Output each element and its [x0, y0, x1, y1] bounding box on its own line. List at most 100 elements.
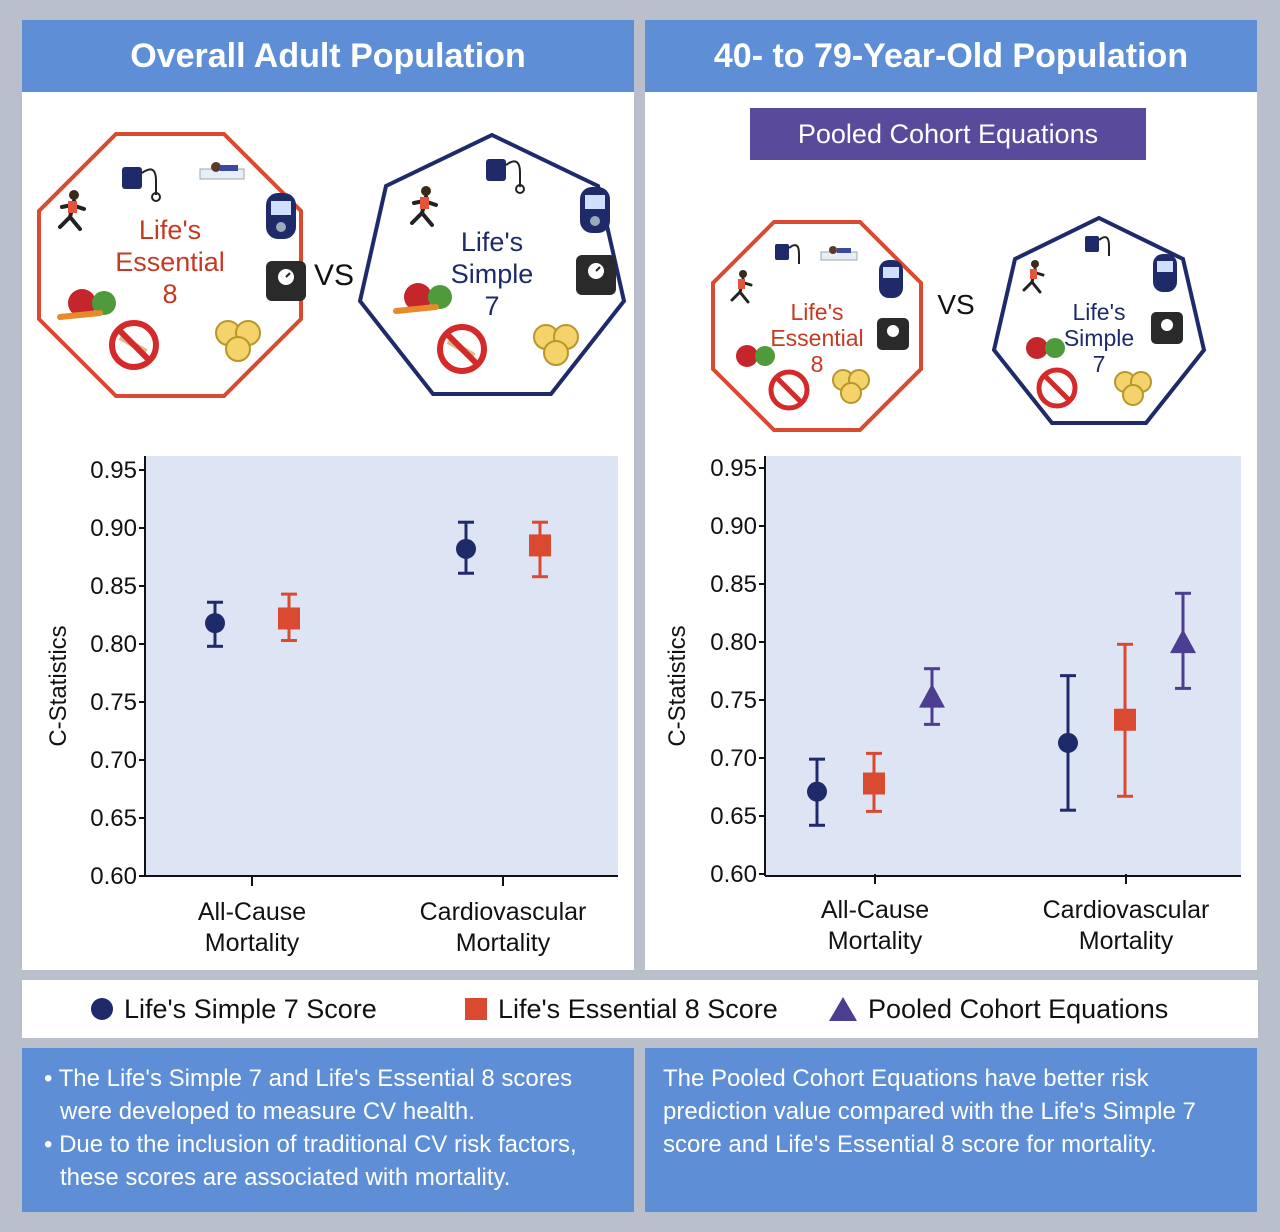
le8-point [1114, 708, 1136, 731]
le8-badge-line3: 8 [162, 279, 177, 309]
scale-icon [877, 318, 909, 350]
ls7-badge-line1: Life's [1073, 299, 1126, 325]
glucose-meter-icon [580, 187, 610, 233]
cholesterol-icon [533, 324, 579, 366]
ls7-badge-line2: Simple [1064, 325, 1134, 351]
left-note-bullet-2: Due to the inclusion of traditional CV r… [44, 1128, 616, 1194]
y-tick-label: 0.75 [90, 689, 137, 716]
cholesterol-icon [215, 320, 261, 362]
right-panel-title: 40- to 79-Year-Old Population [645, 20, 1257, 92]
ls7-point [1058, 732, 1078, 753]
healthy-food-icon [57, 289, 116, 320]
running-icon [1022, 260, 1045, 294]
legend-label-le8: Life's Essential 8 Score [498, 993, 778, 1024]
legend-item-ls7: Life's Simple 7 Score [90, 980, 377, 1038]
blood-pressure-icon [1085, 236, 1110, 256]
x-category-label: Mortality [1079, 927, 1174, 955]
no-smoking-icon [1036, 367, 1078, 409]
healthy-food-icon [393, 283, 452, 314]
le8-point [278, 607, 300, 630]
le8-octagon-badge: Life's Essential 8 [711, 220, 923, 432]
le8-badge-line1: Life's [139, 215, 201, 245]
x-category-label: Cardiovascular [1043, 896, 1210, 924]
triangle-marker-icon [829, 997, 857, 1021]
ls7-heptagon-badge: Life's Simple 7 [991, 215, 1207, 425]
running-icon [730, 270, 753, 304]
pce-point [919, 683, 945, 708]
ls7-badge-line2: Simple [451, 259, 534, 289]
running-icon [410, 186, 438, 227]
left-note-bullet-1: The Life's Simple 7 and Life's Essential… [44, 1062, 616, 1128]
left-panel: Overall Adult Population Life's Essentia… [22, 20, 634, 970]
right-c-statistic-chart: C-Statistics 0.60 0.65 0.70 0.75 0.80 0.85 0.9… [664, 455, 1241, 955]
plot-area [765, 456, 1241, 876]
left-note-box: The Life's Simple 7 and Life's Essential… [22, 1048, 634, 1212]
le8-badge-line1: Life's [791, 299, 844, 325]
y-tick-label: 0.85 [710, 571, 757, 598]
legend-item-pce: Pooled Cohort Equations [828, 980, 1168, 1038]
y-tick-label: 0.70 [90, 747, 137, 774]
le8-point [529, 534, 551, 557]
scale-icon [576, 255, 616, 295]
circle-marker-icon [91, 998, 113, 1020]
scale-icon [266, 261, 306, 301]
le8-badge-line2: Essential [770, 325, 863, 351]
no-smoking-icon [768, 369, 810, 411]
blood-pressure-icon [775, 244, 800, 264]
pce-point [1170, 629, 1196, 654]
ls7-point [205, 613, 225, 634]
left-panel-title: Overall Adult Population [22, 20, 634, 92]
le8-badge-line2: Essential [115, 247, 225, 277]
running-icon [58, 190, 86, 231]
glucose-meter-icon [1153, 254, 1177, 292]
ls7-badge-line1: Life's [461, 227, 523, 257]
sleep-icon [199, 162, 245, 180]
le8-point [863, 772, 885, 795]
y-tick-label: 0.65 [90, 805, 137, 832]
right-badges-illustration: Life's Essential 8 VS Life's Simple 7 [711, 215, 1207, 432]
glucose-meter-icon [266, 193, 296, 239]
x-category-label: Cardiovascular [420, 898, 587, 926]
right-note-text: The Pooled Cohort Equations have better … [663, 1065, 1196, 1158]
x-category-label: Mortality [828, 927, 923, 955]
le8-badge-line3: 8 [811, 351, 824, 377]
y-tick-label: 0.70 [710, 745, 757, 772]
right-vs-label: VS [937, 289, 974, 320]
y-tick-label: 0.60 [90, 863, 137, 890]
ls7-badge-line3: 7 [484, 291, 499, 321]
legend-item-le8: Life's Essential 8 Score [464, 980, 778, 1038]
x-category-label: All-Cause [821, 896, 929, 924]
no-smoking-icon [109, 320, 159, 370]
legend-label-pce: Pooled Cohort Equations [868, 993, 1169, 1024]
y-axis-label: C-Statistics [664, 625, 691, 746]
ls7-point [456, 538, 476, 559]
ls7-badge-line3: 7 [1093, 351, 1106, 377]
healthy-food-icon [736, 345, 775, 367]
cholesterol-icon [1114, 371, 1152, 406]
right-panel: 40- to 79-Year-Old Population Pooled Coh… [645, 20, 1257, 970]
y-tick-label: 0.90 [90, 515, 137, 542]
y-tick-label: 0.85 [90, 573, 137, 600]
cholesterol-icon [832, 369, 870, 404]
healthy-food-icon [1026, 337, 1065, 359]
y-tick-label: 0.95 [90, 457, 137, 484]
left-c-statistic-chart: C-Statistics 0.60 0.65 0.70 0.75 0.80 0.85 0.9… [45, 456, 618, 957]
y-tick-label: 0.90 [710, 513, 757, 540]
y-tick-label: 0.80 [90, 631, 137, 658]
sleep-icon [820, 246, 858, 261]
glucose-meter-icon [879, 260, 903, 298]
pooled-cohort-equations-box: Pooled Cohort Equations [750, 108, 1146, 160]
right-note-box: The Pooled Cohort Equations have better … [645, 1048, 1257, 1212]
no-smoking-icon [437, 324, 487, 374]
le8-octagon-badge: Life's Essential 8 [37, 132, 306, 398]
legend-label-ls7: Life's Simple 7 Score [124, 993, 377, 1024]
y-tick-label: 0.75 [710, 687, 757, 714]
y-tick-label: 0.65 [710, 803, 757, 830]
y-tick-label: 0.60 [710, 861, 757, 888]
chart-legend: Life's Simple 7 Score Life's Essential 8… [22, 980, 1258, 1038]
ls7-point [807, 781, 827, 802]
blood-pressure-icon [486, 159, 525, 194]
y-axis-label: C-Statistics [45, 625, 72, 746]
ls7-heptagon-badge: Life's Simple 7 [357, 132, 627, 396]
scale-icon [1151, 312, 1183, 344]
